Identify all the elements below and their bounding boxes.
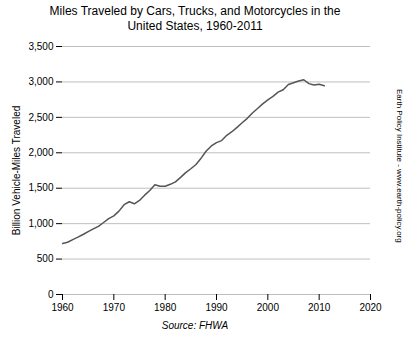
svg-text:2000: 2000 — [257, 302, 280, 313]
svg-text:1990: 1990 — [205, 302, 228, 313]
svg-text:2020: 2020 — [359, 302, 382, 313]
svg-text:1970: 1970 — [103, 302, 126, 313]
svg-text:0: 0 — [48, 289, 54, 300]
svg-text:2010: 2010 — [308, 302, 331, 313]
svg-text:1960: 1960 — [51, 302, 74, 313]
svg-text:2,000: 2,000 — [28, 147, 53, 158]
svg-text:2,500: 2,500 — [28, 112, 53, 123]
svg-text:1980: 1980 — [154, 302, 177, 313]
svg-text:1,000: 1,000 — [28, 218, 53, 229]
svg-text:500: 500 — [37, 253, 54, 264]
svg-text:3,000: 3,000 — [28, 76, 53, 87]
html-text:Source: FHWA: Source: FHWA — [161, 320, 229, 331]
html-text:Earth Policy Institute - www.e: Earth Policy Institute - www.earth-polic… — [394, 88, 404, 243]
svg-text:3,500: 3,500 — [28, 41, 53, 52]
html-text:Miles Traveled by Cars, Trucks: Miles Traveled by Cars, Trucks, and Moto… — [49, 4, 341, 33]
svg-text:Billion Vehicle-Miles Traveled: Billion Vehicle-Miles Traveled — [11, 106, 22, 236]
svg-text:1,500: 1,500 — [28, 182, 53, 193]
